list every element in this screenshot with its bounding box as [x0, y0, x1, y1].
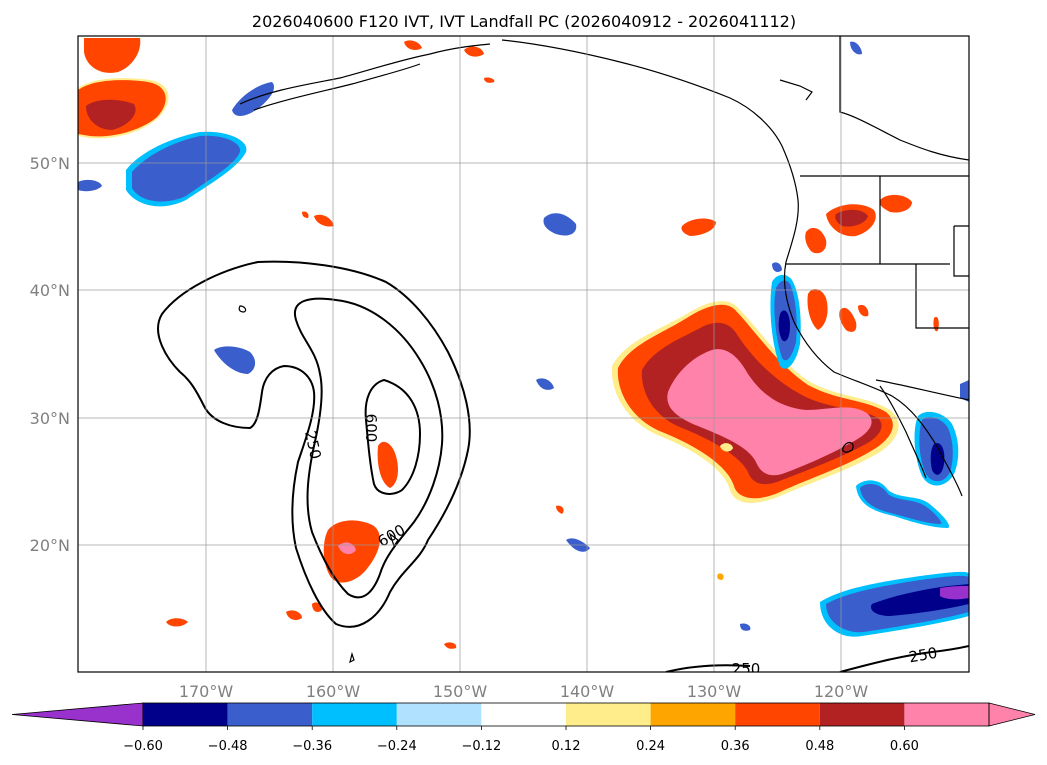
colorbar-bin-over — [904, 703, 989, 726]
colorbar-bin-n036-n024 — [312, 703, 397, 726]
figure-title: 2026040600 F120 IVT, IVT Landfall PC (20… — [252, 12, 796, 31]
colorbar-tick-label: −0.36 — [292, 739, 332, 754]
lon-label-120w: 120°W — [814, 682, 869, 701]
gridlines — [78, 36, 969, 672]
colorbar-tick-label: 0.60 — [890, 739, 919, 754]
colorbar-tick-label: −0.24 — [377, 739, 417, 754]
latitude-tick-labels: 50°N 40°N 30°N 20°N — [30, 154, 70, 555]
map-panel: 250 600 600 250 250 — [77, 35, 970, 678]
lon-label-130w: 130°W — [687, 682, 742, 701]
colorbar-extend-over — [988, 702, 1036, 727]
colorbar-tick-labels: −0.60 −0.48 −0.36 −0.24 −0.12 0.12 0.24 0.36 0.4… — [123, 726, 919, 754]
colorbar-tick-label: 0.48 — [805, 739, 834, 754]
colorbar-bin-p012-p024 — [566, 703, 651, 726]
colorbar-extend-under — [11, 702, 144, 727]
contour-label-250: 250 — [732, 660, 761, 678]
plume-pink — [667, 349, 872, 476]
contour-label-250: 250 — [301, 429, 325, 461]
colorbar-bin-p036-p048 — [735, 703, 820, 726]
colorbar: −0.60 −0.48 −0.36 −0.24 −0.12 0.12 0.24 0.36 0.4… — [11, 702, 1036, 754]
coastlines — [238, 36, 969, 664]
lon-label-160w: 160°W — [306, 682, 361, 701]
colorbar-bin-p048-p060 — [819, 703, 905, 726]
colorbar-tick-label: 0.24 — [636, 739, 665, 754]
colorbar-bin-n048-n036 — [227, 703, 313, 726]
lon-label-150w: 150°W — [433, 682, 488, 701]
colorbar-tick-label: −0.48 — [208, 739, 248, 754]
ivt-pc-filled-contours — [78, 38, 969, 649]
colorbar-tick-label: −0.60 — [123, 739, 163, 754]
colorbar-bin-p024-p036 — [650, 703, 736, 726]
lon-label-140w: 140°W — [560, 682, 615, 701]
colorbar-bin-n024-n012 — [396, 703, 482, 726]
lon-label-170w: 170°W — [179, 682, 234, 701]
longitude-tick-labels: 170°W 160°W 150°W 140°W 130°W 120°W — [179, 682, 869, 701]
contour-label-600: 600 — [362, 414, 380, 443]
colorbar-tick-label: 0.12 — [552, 739, 581, 754]
colorbar-tick-label: 0.36 — [721, 739, 750, 754]
lat-label-40n: 40°N — [30, 281, 70, 300]
lat-label-50n: 50°N — [30, 154, 70, 173]
contour-label-250: 250 — [907, 644, 938, 667]
colorbar-tick-label: −0.12 — [461, 739, 501, 754]
colorbar-bin-n060-n048 — [143, 703, 228, 726]
lat-label-30n: 30°N — [30, 409, 70, 428]
map-frame — [77, 35, 970, 673]
lat-label-20n: 20°N — [30, 536, 70, 555]
colorbar-bin-n012-p012 — [481, 703, 566, 726]
